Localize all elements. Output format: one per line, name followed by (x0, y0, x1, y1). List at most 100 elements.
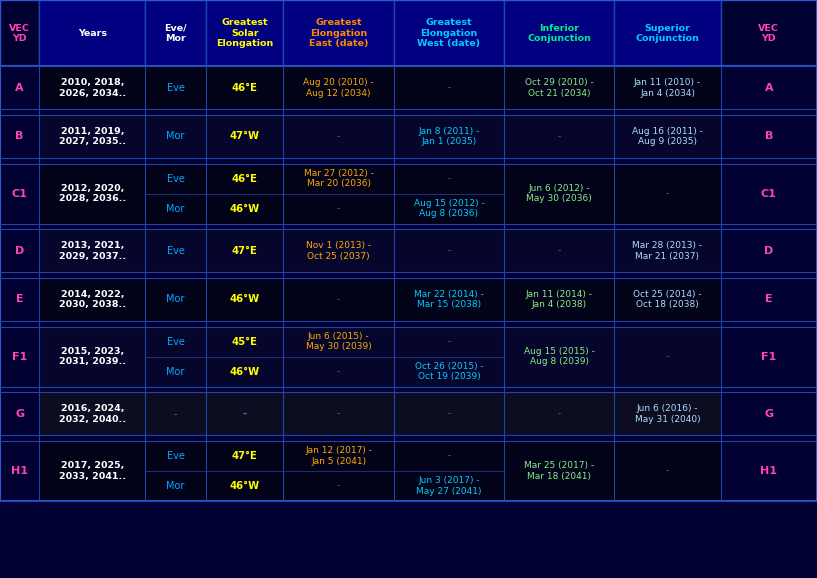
Bar (0, 278, 39, 321)
Text: 46°W: 46°W (230, 203, 260, 214)
Bar (721, 392, 817, 435)
Bar (0, 229, 39, 272)
Text: -: - (448, 409, 450, 418)
Text: 2016, 2024,
2032, 2040..: 2016, 2024, 2032, 2040.. (59, 404, 126, 424)
Bar (614, 441, 721, 501)
Text: C1: C1 (761, 188, 777, 199)
Text: Aug 16 (2011) -
Aug 9 (2035): Aug 16 (2011) - Aug 9 (2035) (632, 127, 703, 146)
Text: 46°E: 46°E (232, 83, 257, 93)
Bar (145, 164, 206, 224)
Text: Years: Years (78, 29, 107, 38)
Text: -: - (337, 367, 340, 376)
Bar (206, 115, 283, 158)
Text: -: - (666, 466, 669, 476)
Text: Eve: Eve (167, 451, 185, 461)
Text: Mar 28 (2013) -
Mar 21 (2037): Mar 28 (2013) - Mar 21 (2037) (632, 241, 703, 261)
Bar (283, 66, 394, 109)
Bar (504, 115, 614, 158)
Bar (39, 66, 145, 109)
Text: 46°E: 46°E (232, 173, 257, 184)
Text: H1: H1 (761, 466, 777, 476)
Bar (206, 229, 283, 272)
Text: A: A (765, 83, 773, 93)
Bar (206, 0, 283, 66)
Text: -: - (337, 481, 340, 491)
Text: Mar 25 (2017) -
Mar 18 (2041): Mar 25 (2017) - Mar 18 (2041) (525, 461, 594, 481)
Text: -: - (448, 451, 450, 461)
Bar (39, 327, 145, 387)
Text: -: - (243, 409, 247, 419)
Text: -: - (337, 409, 340, 418)
Text: 2015, 2023,
2031, 2039..: 2015, 2023, 2031, 2039.. (59, 347, 126, 366)
Text: 46°W: 46°W (230, 481, 260, 491)
Text: 2010, 2018,
2026, 2034..: 2010, 2018, 2026, 2034.. (59, 78, 126, 98)
Bar (39, 441, 145, 501)
Bar (614, 115, 721, 158)
Text: Eve: Eve (167, 173, 185, 184)
Bar (614, 66, 721, 109)
Bar (283, 441, 394, 501)
Bar (0, 0, 817, 501)
Bar (145, 66, 206, 109)
Bar (721, 327, 817, 387)
Text: 2014, 2022,
2030, 2038..: 2014, 2022, 2030, 2038.. (59, 290, 126, 309)
Text: -: - (337, 204, 340, 213)
Text: F1: F1 (761, 351, 776, 362)
Text: -: - (448, 83, 450, 92)
Text: 46°W: 46°W (230, 294, 260, 305)
Text: 47°E: 47°E (232, 246, 257, 256)
Bar (283, 164, 394, 224)
Bar (394, 0, 504, 66)
Bar (614, 392, 721, 435)
Text: D: D (764, 246, 774, 256)
Text: B: B (16, 131, 24, 142)
Bar (0, 115, 39, 158)
Bar (394, 392, 504, 435)
Bar (394, 229, 504, 272)
Text: H1: H1 (11, 466, 28, 476)
Bar (145, 392, 206, 435)
Text: -: - (337, 295, 340, 304)
Text: Greatest
Elongation
East (date): Greatest Elongation East (date) (309, 18, 368, 48)
Text: Jan 11 (2014) -
Jan 4 (2038): Jan 11 (2014) - Jan 4 (2038) (525, 290, 593, 309)
Text: Jan 8 (2011) -
Jan 1 (2035): Jan 8 (2011) - Jan 1 (2035) (418, 127, 480, 146)
Text: E: E (765, 294, 773, 305)
Text: -: - (666, 189, 669, 198)
Bar (283, 278, 394, 321)
Text: 2017, 2025,
2033, 2041..: 2017, 2025, 2033, 2041.. (59, 461, 126, 481)
Bar (614, 327, 721, 387)
Text: G: G (764, 409, 774, 419)
Text: Jun 6 (2015) -
May 30 (2039): Jun 6 (2015) - May 30 (2039) (306, 332, 372, 351)
Text: Aug 15 (2012) -
Aug 8 (2036): Aug 15 (2012) - Aug 8 (2036) (413, 199, 484, 218)
Text: Aug 15 (2015) -
Aug 8 (2039): Aug 15 (2015) - Aug 8 (2039) (524, 347, 595, 366)
Text: -: - (448, 174, 450, 183)
Text: Jan 12 (2017) -
Jan 5 (2041): Jan 12 (2017) - Jan 5 (2041) (305, 446, 373, 466)
Bar (206, 164, 283, 224)
Text: Greatest
Solar
Elongation: Greatest Solar Elongation (216, 18, 274, 48)
Bar (614, 164, 721, 224)
Bar (206, 327, 283, 387)
Bar (145, 0, 206, 66)
Text: F1: F1 (12, 351, 27, 362)
Text: -: - (558, 246, 560, 255)
Bar (614, 278, 721, 321)
Bar (504, 229, 614, 272)
Text: Eve: Eve (167, 246, 185, 256)
Text: C1: C1 (11, 188, 28, 199)
Text: Oct 25 (2014) -
Oct 18 (2038): Oct 25 (2014) - Oct 18 (2038) (633, 290, 702, 309)
Text: 2012, 2020,
2028, 2036..: 2012, 2020, 2028, 2036.. (59, 184, 126, 203)
Text: Jun 6 (2012) -
May 30 (2036): Jun 6 (2012) - May 30 (2036) (526, 184, 592, 203)
Text: B: B (765, 131, 773, 142)
Bar (394, 164, 504, 224)
Bar (504, 0, 614, 66)
Text: Mor: Mor (167, 294, 185, 305)
Bar (145, 115, 206, 158)
Text: Jan 11 (2010) -
Jan 4 (2034): Jan 11 (2010) - Jan 4 (2034) (634, 78, 701, 98)
Bar (721, 229, 817, 272)
Bar (721, 441, 817, 501)
Bar (721, 278, 817, 321)
Text: E: E (16, 294, 24, 305)
Bar (0, 441, 39, 501)
Text: 2011, 2019,
2027, 2035..: 2011, 2019, 2027, 2035.. (59, 127, 126, 146)
Text: Greatest
Elongation
West (date): Greatest Elongation West (date) (417, 18, 480, 48)
